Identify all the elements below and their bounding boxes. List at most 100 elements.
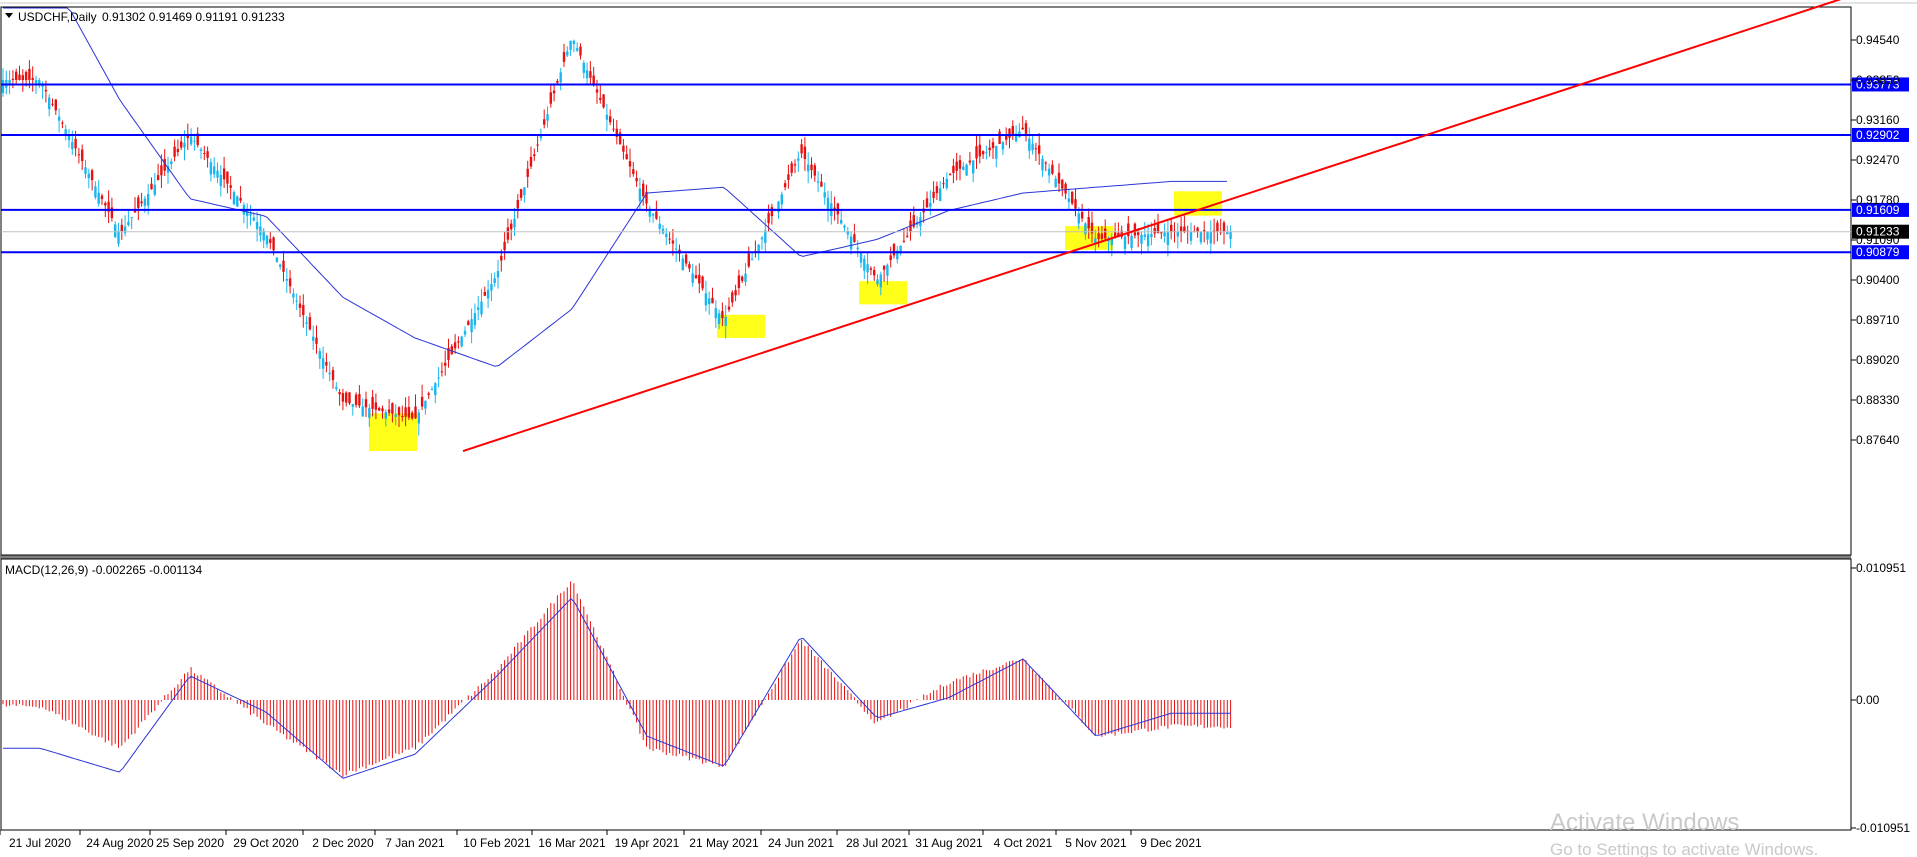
candle-body: [741, 276, 744, 281]
candle-body: [391, 403, 394, 414]
candle-body: [642, 183, 645, 197]
candle: [282, 250, 285, 282]
candle: [816, 171, 820, 193]
candle: [529, 146, 533, 170]
candle-body: [539, 135, 543, 139]
candle: [978, 135, 981, 164]
candle-body: [414, 406, 417, 419]
candle: [589, 61, 592, 85]
candle-body: [1031, 143, 1034, 151]
candle: [856, 240, 859, 258]
candle-body: [94, 186, 97, 198]
candle-body: [44, 89, 48, 92]
candle-body: [622, 145, 625, 152]
candle-body: [859, 253, 863, 263]
candle: [176, 139, 180, 157]
candle: [308, 312, 312, 331]
axes: 0.94540 0.93850 0.93160 0.92470 0.91780 0.910…: [0, 33, 1910, 850]
candle: [64, 124, 67, 141]
candle: [750, 252, 754, 261]
candle-body: [615, 128, 618, 137]
candle: [114, 221, 117, 239]
candle: [886, 263, 889, 285]
candle-body: [163, 158, 166, 171]
candle-body: [470, 319, 473, 333]
candle-body: [100, 195, 104, 200]
candle: [302, 294, 305, 328]
collapse-triangle-icon[interactable]: [5, 13, 13, 18]
candle: [1229, 225, 1232, 249]
candle-body: [935, 186, 939, 194]
candle-body: [81, 149, 84, 162]
candle-body: [543, 119, 546, 125]
candle: [407, 396, 411, 421]
candle-body: [295, 300, 298, 302]
candle-body: [259, 226, 262, 236]
candle: [335, 382, 338, 392]
candle: [651, 213, 655, 223]
candle: [378, 406, 381, 412]
candle: [727, 297, 731, 312]
candle: [1166, 219, 1170, 257]
candle-body: [378, 407, 381, 411]
candle: [612, 118, 615, 132]
candle-body: [757, 244, 760, 253]
macd-y-tick-label: -0.010951: [1856, 821, 1910, 835]
candle-body: [123, 226, 127, 234]
candle-body: [691, 273, 694, 283]
candle-body: [302, 305, 305, 316]
candle-body: [688, 264, 691, 269]
candle: [1038, 133, 1041, 165]
candle-body: [308, 317, 312, 330]
candle-body: [826, 197, 830, 210]
macd-panel-frame: [0, 558, 1852, 831]
candle-body: [18, 74, 21, 80]
candle: [1094, 229, 1097, 253]
candle-body: [351, 404, 354, 407]
trend-line[interactable]: [462, 0, 1851, 452]
candle-body: [143, 198, 147, 206]
candle-body: [698, 274, 701, 284]
candle-body: [991, 142, 995, 149]
candle: [569, 40, 572, 57]
candle-body: [1041, 158, 1044, 171]
candle: [562, 43, 566, 67]
candle: [61, 120, 64, 129]
candle: [387, 399, 391, 416]
candle: [246, 203, 249, 229]
candle: [932, 181, 935, 204]
candle-body: [516, 200, 519, 209]
candle: [67, 128, 71, 148]
candle: [457, 336, 460, 349]
candle-body: [1216, 222, 1219, 232]
candle: [54, 98, 57, 116]
candle-body: [995, 146, 998, 159]
candle-body: [816, 181, 820, 183]
candle-body: [358, 394, 361, 406]
x-tick-label: 4 Oct 2021: [994, 836, 1053, 850]
candle: [1084, 222, 1087, 240]
candle: [236, 195, 239, 207]
candle-body: [912, 215, 915, 227]
candle-body: [232, 192, 236, 205]
x-tick-label: 10 Feb 2021: [463, 836, 531, 850]
candle: [447, 338, 450, 368]
candle: [1127, 215, 1130, 245]
candle-body: [942, 183, 945, 185]
candle: [117, 222, 120, 247]
candle: [708, 291, 711, 315]
candle: [57, 108, 61, 133]
candle-body: [1163, 232, 1166, 237]
candle: [1021, 115, 1024, 130]
candle-body: [229, 185, 232, 188]
candle-body: [8, 80, 11, 85]
ma-line: [3, 7, 1227, 367]
x-tick-label: 16 Mar 2021: [538, 836, 606, 850]
candle-body: [810, 164, 813, 171]
candle-body: [985, 152, 988, 154]
candle: [790, 161, 793, 177]
candle: [160, 154, 163, 188]
candle-body: [675, 248, 678, 250]
candle-body: [404, 407, 407, 417]
